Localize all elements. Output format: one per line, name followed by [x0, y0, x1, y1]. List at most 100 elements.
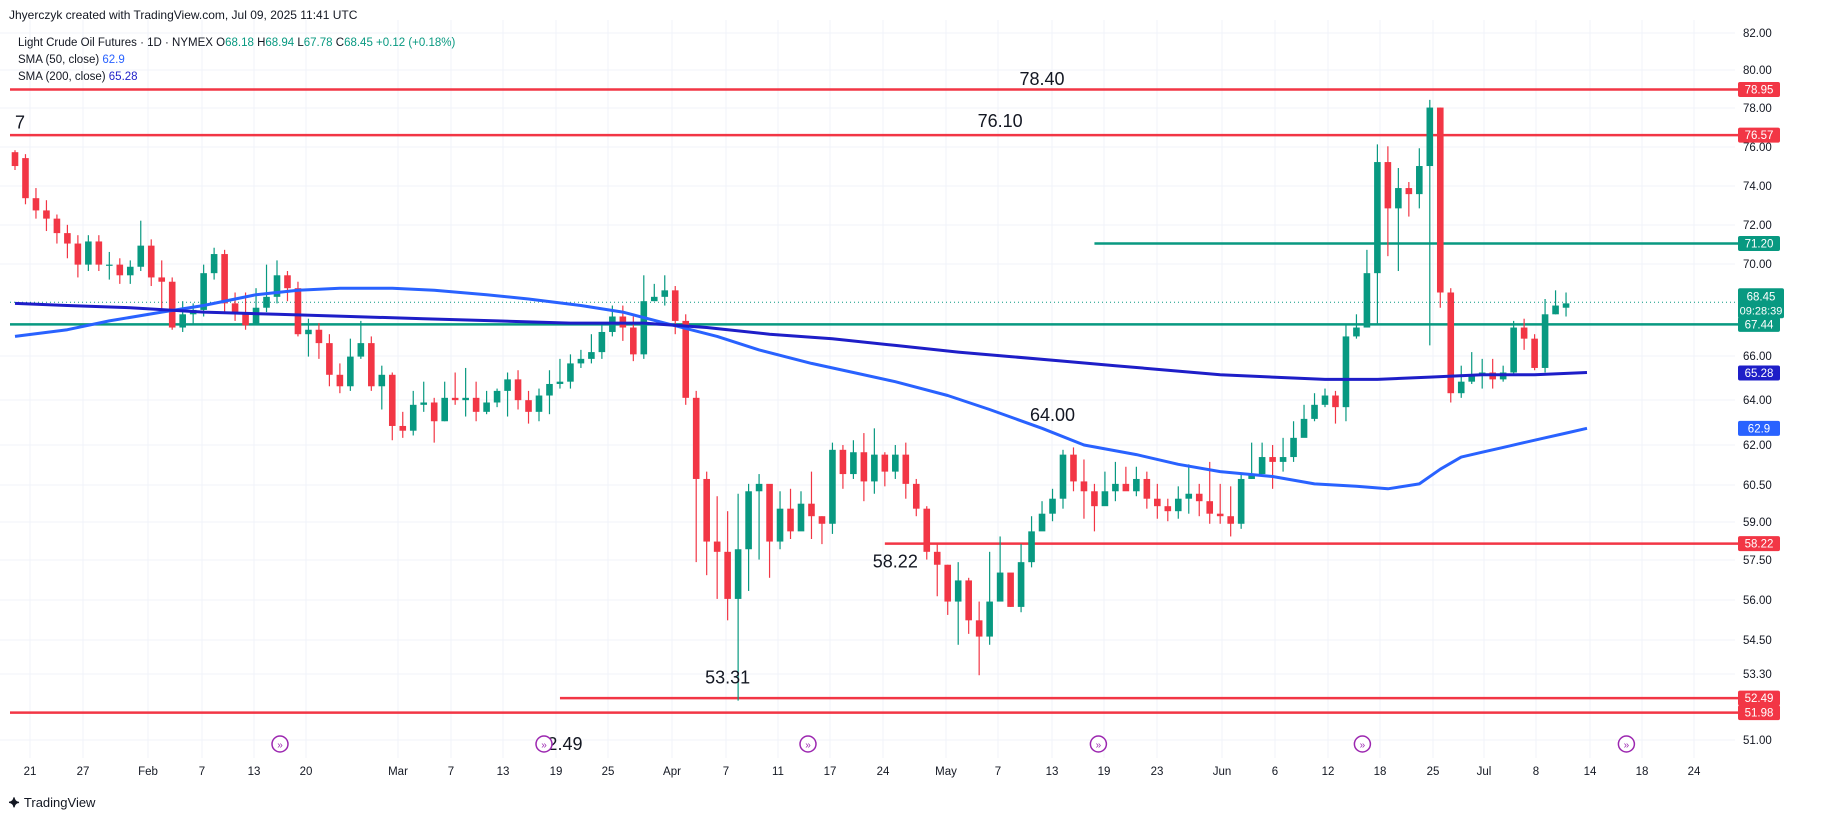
down-candle-body [1216, 513, 1224, 517]
y-tick-label: 53.30 [1743, 669, 1772, 681]
down-candle-body [1195, 493, 1203, 502]
y-tick-label: 60.50 [1743, 480, 1772, 492]
up-candle-body [347, 356, 354, 387]
up-candle-body [1185, 493, 1193, 499]
x-tick-label: 12 [1322, 766, 1335, 778]
down-candle-body [1531, 338, 1538, 368]
up-candle-body [996, 572, 1004, 602]
price-annotation: 7 [15, 113, 25, 133]
price-badge-label: 62.9 [1748, 423, 1770, 435]
down-candle-body [1122, 483, 1130, 492]
event-arrow-icon: » [1096, 740, 1102, 751]
up-candle-body [588, 352, 595, 359]
down-candle-body [703, 478, 710, 542]
x-tick-label: 23 [1151, 766, 1164, 778]
up-candle-body [1059, 454, 1067, 499]
up-candle-body [1468, 374, 1476, 382]
sma200-value: 65.28 [108, 71, 138, 83]
down-candle-body [1143, 478, 1151, 499]
up-candle-body [776, 508, 784, 542]
last-price-label: 68.45 [1747, 291, 1776, 303]
down-candle-body [32, 198, 40, 211]
low-value: 67.78 [303, 37, 333, 49]
down-candle-body [525, 400, 532, 412]
event-arrow-icon: » [805, 740, 811, 751]
down-candle-body [294, 288, 302, 335]
open-value: 68.18 [225, 37, 254, 49]
price-axis[interactable]: 82.00 80.00 78.00 76.00 74.00 72.00 70.00 66.00… [1738, 28, 1784, 747]
up-candle-body [263, 296, 270, 308]
down-candle-body [147, 245, 155, 278]
tradingview-brand[interactable]: ⯌ TradingView [9, 794, 95, 811]
x-tick-label: 14 [1584, 766, 1597, 778]
up-candle-body [1237, 478, 1245, 524]
down-candle-body [284, 275, 291, 289]
up-candle-body [1426, 107, 1434, 167]
up-candle-body [1541, 314, 1549, 368]
up-candle-body [1038, 513, 1046, 532]
x-tick-label: 18 [1636, 766, 1649, 778]
sma50-label: SMA (50, close) [18, 54, 100, 66]
x-tick-label: 24 [1688, 766, 1701, 778]
up-candle-body [598, 331, 606, 353]
y-tick-label: 78.00 [1743, 103, 1772, 115]
up-candle-body [1290, 437, 1297, 458]
up-candle-body [871, 454, 878, 482]
event-arrow-icon: » [1624, 740, 1630, 751]
up-candle-body [850, 452, 857, 475]
sma50-value: 62.9 [102, 54, 125, 66]
up-candle-body [483, 402, 490, 412]
symbol-legend-row[interactable]: Light Crude Oil Futures · 1D · NYMEX O68… [18, 35, 455, 52]
x-tick-label: 21 [24, 766, 37, 778]
up-candle-body [755, 483, 763, 492]
down-candle-body [430, 402, 438, 422]
x-tick-label: Apr [663, 766, 681, 778]
price-badge-label: 51.98 [1745, 708, 1774, 720]
y-tick-label: 51.00 [1743, 735, 1772, 747]
price-annotation: 64.00 [1030, 405, 1075, 425]
horizontal-levels[interactable] [10, 88, 1740, 714]
up-candle-body [462, 397, 469, 401]
down-candle-body [902, 454, 910, 484]
up-candle-body [305, 329, 312, 335]
down-candle-body [1080, 481, 1088, 492]
sma50-legend-row[interactable]: SMA (50, close) 62.9 [18, 52, 455, 69]
down-candle-body [1070, 454, 1077, 482]
up-candle-body [892, 454, 899, 472]
down-candle-body [682, 320, 690, 398]
price-badge [1738, 690, 1780, 706]
down-candle-body [1091, 491, 1098, 507]
time-axis[interactable]: 21 27 Feb 7 13 20 Mar 7 13 19 25 Apr 7 11 17 24 May 7 13 19… [24, 766, 1701, 778]
y-tick-label: 76.00 [1743, 142, 1772, 154]
price-badge [1738, 536, 1780, 552]
down-candle-body [514, 379, 522, 401]
price-badge [1738, 316, 1780, 332]
chart-legend: Light Crude Oil Futures · 1D · NYMEX O68… [18, 35, 455, 86]
down-candle-body [95, 241, 103, 265]
x-tick-label: Jun [1213, 766, 1232, 778]
x-tick-label: 24 [877, 766, 890, 778]
down-candle-body [1269, 457, 1276, 462]
x-tick-label: 27 [77, 766, 90, 778]
y-tick-label: 74.00 [1743, 181, 1772, 193]
x-tick-label: Feb [138, 766, 158, 778]
down-candle-body [53, 218, 61, 234]
price-annotation: 53.31 [705, 668, 750, 688]
up-candle-body [210, 254, 218, 274]
event-markers[interactable]: »»»»»»» [271, 735, 1835, 753]
price-badge-label: 65.28 [1745, 368, 1774, 380]
sma200-legend-row[interactable]: SMA (200, close) 65.28 [18, 69, 455, 86]
down-candle-body [818, 516, 826, 524]
up-candle-body [1248, 474, 1255, 479]
up-candle-body [1279, 457, 1287, 462]
y-tick-label: 57.50 [1743, 555, 1772, 567]
x-tick-label: 13 [1046, 766, 1059, 778]
up-candle-body [577, 358, 585, 364]
event-marker-icon [271, 735, 289, 753]
down-candle-body [1007, 572, 1014, 607]
down-candle-body [671, 290, 679, 321]
x-tick-label: 13 [497, 766, 510, 778]
down-candle-body [158, 277, 166, 282]
countdown-label: 09:28:39 [1740, 305, 1783, 317]
